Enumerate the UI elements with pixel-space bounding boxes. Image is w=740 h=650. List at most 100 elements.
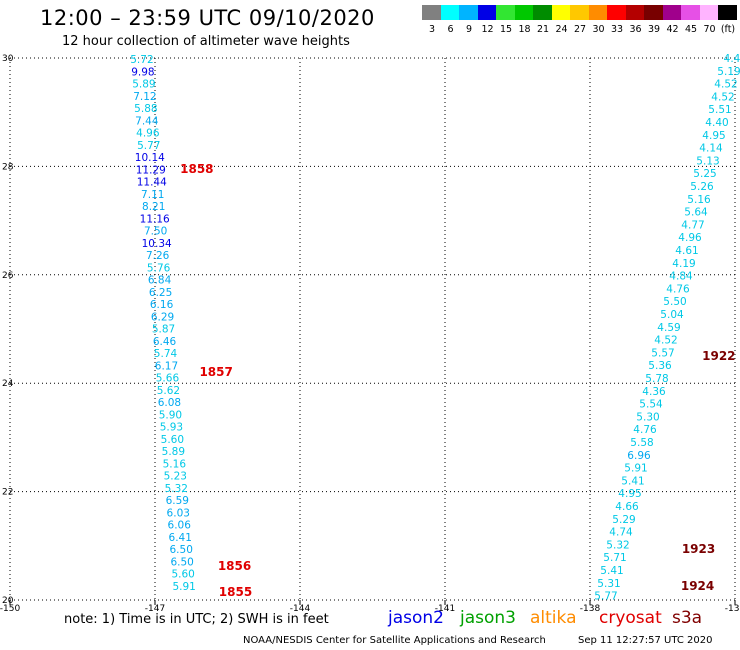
scale-label: 18 [518, 24, 531, 35]
swh-value: 6.84 [148, 275, 172, 287]
footer-timestamp: Sep 11 12:27:57 UTC 2020 [578, 635, 713, 646]
swh-value: 6.16 [150, 299, 174, 311]
swh-value: 6.46 [153, 336, 177, 348]
swh-value: 5.91 [172, 581, 195, 593]
scale-label: 24 [555, 24, 568, 35]
footer-credit: NOAA/NESDIS Center for Satellite Applica… [243, 635, 546, 646]
y-tick-label: 24 [2, 379, 14, 389]
y-tick-label: 30 [2, 54, 14, 64]
swh-value: 5.62 [157, 385, 180, 397]
swh-value: 5.41 [600, 565, 623, 577]
swh-value: 7.26 [146, 250, 170, 262]
swh-value: 6.08 [158, 397, 181, 409]
swh-value: 5.16 [163, 458, 187, 470]
swh-value: 5.72 [130, 54, 153, 66]
swh-value: 5.19 [717, 66, 740, 78]
swh-value: 6.59 [166, 495, 189, 507]
scale-swatch [459, 5, 478, 20]
y-tick-label: 22 [2, 488, 13, 498]
swh-value: 5.64 [684, 207, 708, 219]
swh-value: 7.11 [141, 189, 164, 201]
swh-value: 4.52 [654, 335, 677, 347]
swh-value: 5.16 [687, 194, 711, 206]
swh-value: 5.57 [651, 347, 674, 359]
x-tick-label: -144 [290, 604, 311, 614]
swh-value: 4.95 [702, 130, 725, 142]
swh-value: 7.50 [144, 226, 167, 238]
swh-value: 4.77 [681, 219, 704, 231]
x-tick-label: -135 [725, 604, 740, 614]
swh-value: 4.36 [642, 386, 666, 398]
swh-value: 4.52 [714, 79, 737, 91]
swh-value: 6.03 [167, 507, 190, 519]
scale-swatch [588, 5, 608, 20]
swh-value: 5.29 [612, 514, 635, 526]
swh-value: 6.96 [627, 450, 651, 462]
swh-value: 5.36 [648, 360, 672, 372]
scale-swatch [533, 5, 552, 20]
scale-label: 15 [499, 24, 513, 35]
swh-value: 4.84 [669, 271, 693, 283]
x-tick-label: -147 [145, 604, 165, 614]
page-title: 12:00 – 23:59 UTC 09/10/2020 [40, 6, 375, 30]
footer-note: note: 1) Time is in UTC; 2) SWH is in fe… [64, 612, 329, 627]
y-tick-label: 26 [2, 271, 14, 281]
scale-swatch [662, 5, 682, 20]
swh-value: 5.41 [621, 475, 644, 487]
swh-value: 6.41 [169, 532, 192, 544]
scale-label: 21 [536, 24, 550, 35]
time-label: 1922 [702, 349, 735, 363]
scale-label: 6 [447, 24, 454, 35]
y-tick-label: 28 [2, 162, 14, 172]
scale-swatch [718, 5, 737, 20]
swh-value: 4.66 [615, 501, 639, 513]
scale-label: 27 [573, 24, 587, 35]
scale-label: 12 [481, 24, 494, 35]
swh-value: 4.76 [666, 283, 690, 295]
swh-value: 5.51 [708, 104, 731, 116]
scale-label: 45 [684, 24, 698, 35]
swh-value: 7.12 [133, 91, 156, 103]
swh-value: 11.16 [140, 213, 170, 225]
scale-swatch [440, 5, 460, 20]
swh-value: 5.25 [693, 168, 716, 180]
scale-label: 39 [647, 24, 661, 35]
time-label: 1923 [682, 542, 715, 556]
scale-label: 42 [666, 24, 679, 35]
swh-value: 5.13 [696, 155, 719, 167]
swh-value: 4.96 [136, 128, 160, 140]
scale-swatch [644, 5, 663, 20]
swh-value: 10.34 [142, 238, 172, 250]
swh-value: 5.60 [171, 569, 194, 581]
swh-value: 4.14 [699, 143, 723, 155]
swh-value: 5.93 [160, 422, 183, 434]
page-subtitle: 12 hour collection of altimeter wave hei… [62, 34, 350, 49]
swh-value: 11.44 [137, 177, 167, 189]
swh-value: 6.50 [170, 556, 193, 568]
scale-swatch [570, 5, 589, 20]
swh-value: 8.21 [142, 201, 165, 213]
scale-swatch [514, 5, 534, 20]
swh-value: 4.52 [711, 91, 734, 103]
scale-label: 36 [629, 24, 642, 35]
swh-value: 5.76 [147, 262, 171, 274]
swh-value: 5.77 [137, 140, 160, 152]
time-label: 1858 [180, 162, 213, 176]
swh-value: 4.96 [678, 232, 702, 244]
swh-value: 5.31 [597, 578, 620, 590]
swh-value: 6.50 [170, 544, 193, 556]
scale-label: 9 [465, 24, 473, 35]
swh-value: 5.26 [690, 181, 714, 193]
swh-value: 11.29 [136, 164, 166, 176]
swh-value: 5.91 [624, 463, 647, 475]
swh-value: 5.58 [630, 437, 653, 449]
swh-value: 5.60 [161, 434, 184, 446]
scale-label: 30 [592, 24, 605, 35]
swh-value: 9.98 [131, 66, 154, 78]
swh-value: 7.44 [135, 115, 159, 127]
swh-value: 5.74 [154, 348, 178, 360]
swh-value: 5.88 [134, 103, 157, 115]
swh-value: 5.89 [162, 446, 185, 458]
swh-value: 4.40 [705, 117, 728, 129]
